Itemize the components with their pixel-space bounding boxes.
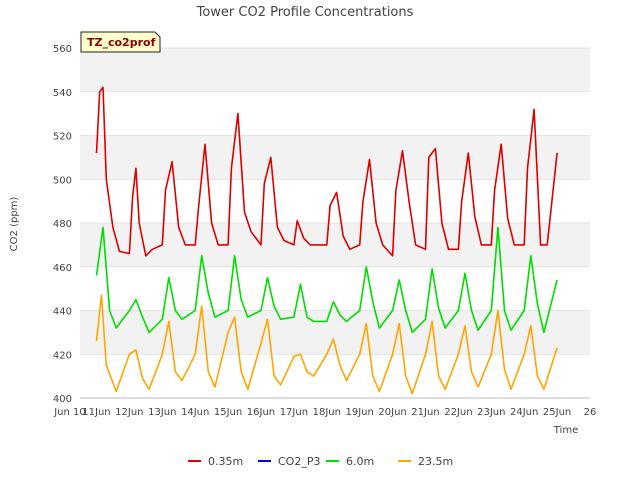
x-tick-label: 23Jun: [477, 407, 505, 418]
x-tick-label: 17Jun: [280, 407, 308, 418]
x-tick-label: 22Jun: [444, 407, 472, 418]
grid-band: [80, 135, 590, 180]
y-tick-label: 460: [53, 263, 72, 274]
x-axis-label: Time: [553, 425, 578, 436]
y-tick-label: 480: [53, 219, 72, 230]
grid-band: [80, 179, 590, 223]
y-tick-label: 500: [53, 175, 72, 186]
y-tick-label: 420: [53, 350, 72, 361]
series-line-23.5m: [95, 294, 558, 395]
grid-band: [80, 48, 590, 92]
x-tick-label: 12Jun: [115, 407, 143, 418]
legend-label: 6.0m: [346, 455, 374, 468]
series-line-0.35m: [95, 86, 558, 257]
legend: 0.35m CO2_P3 6.0m 23.5m: [188, 455, 453, 468]
y-axis-ticks: 400 420 440 460 480 500 520 540 560: [53, 44, 72, 405]
y-tick-label: 520: [53, 132, 72, 143]
x-tick-label: 11Jun: [82, 407, 110, 418]
y-tick-label: 440: [53, 307, 72, 318]
x-tick-label: 26: [584, 407, 597, 418]
y-axis-label: CO2 (ppm): [9, 197, 20, 252]
x-tick-label: 15Jun: [214, 407, 242, 418]
series-lines: [95, 86, 558, 395]
x-tick-label: 21Jun: [411, 407, 439, 418]
legend-label: 23.5m: [418, 455, 453, 468]
station-badge-label: TZ_co2prof: [87, 36, 156, 49]
x-tick-label: 18Jun: [313, 407, 341, 418]
grid-band: [80, 354, 590, 398]
series-line-6.0m: [95, 226, 558, 334]
y-tick-label: 400: [53, 394, 72, 405]
x-tick-label: Jun 10: [53, 407, 86, 418]
x-tick-label: 14Jun: [181, 407, 209, 418]
x-tick-label: 16Jun: [247, 407, 275, 418]
y-tick-label: 560: [53, 44, 72, 55]
x-tick-label: 20Jun: [378, 407, 406, 418]
grid-band: [80, 223, 590, 267]
y-tick-label: 540: [53, 88, 72, 99]
station-badge: TZ_co2prof: [80, 31, 161, 53]
legend-label: CO2_P3: [278, 455, 320, 468]
grid-band: [80, 91, 590, 136]
x-tick-label: 24Jun: [510, 407, 538, 418]
legend-label: 0.35m: [208, 455, 243, 468]
x-tick-label: 13Jun: [148, 407, 176, 418]
x-tick-label: 19Jun: [345, 407, 373, 418]
chart-title: Tower CO2 Profile Concentrations: [196, 5, 414, 20]
x-tick-label: 25Jun: [543, 407, 571, 418]
